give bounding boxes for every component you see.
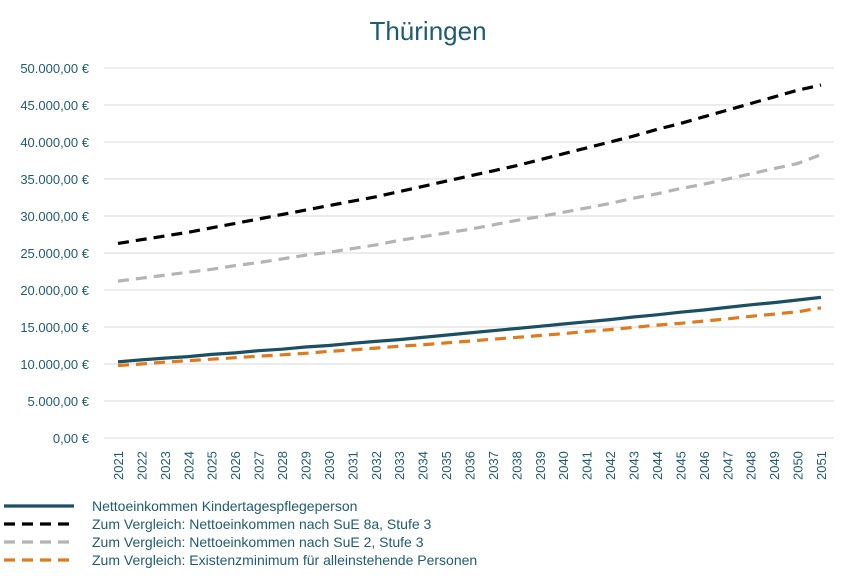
x-tick-label: 2029 xyxy=(298,451,313,480)
legend: Nettoeinkommen Kindertagespflegeperson Zu… xyxy=(4,498,477,568)
x-tick-label: 2051 xyxy=(814,451,829,480)
x-tick-label: 2038 xyxy=(509,451,524,480)
legend-item: Zum Vergleich: Existenzminimum für allei… xyxy=(4,552,477,568)
x-tick-label: 2040 xyxy=(556,451,571,480)
x-tick-label: 2046 xyxy=(697,451,712,480)
x-tick-label: 2027 xyxy=(252,451,267,480)
y-tick-label: 25.000,00 € xyxy=(20,246,89,261)
y-tick-label: 5.000,00 € xyxy=(28,394,90,409)
x-tick-label: 2045 xyxy=(673,451,688,480)
x-tick-label: 2034 xyxy=(416,451,431,480)
x-tick-label: 2028 xyxy=(275,451,290,480)
x-tick-label: 2022 xyxy=(134,451,149,480)
x-tick-label: 2032 xyxy=(369,451,384,480)
y-axis-ticks: 0,00 € 5.000,00 € 10.000,00 € 15.000,00 € 20… xyxy=(20,61,89,446)
x-tick-label: 2026 xyxy=(228,451,243,480)
x-tick-label: 2025 xyxy=(205,451,220,480)
x-tick-label: 2047 xyxy=(720,451,735,480)
legend-label: Zum Vergleich: Existenzminimum für allei… xyxy=(92,552,477,568)
x-axis-ticks: 2021 2022 2023 2024 2025 2026 2027 2028 2029 2030… xyxy=(111,451,829,480)
y-tick-label: 10.000,00 € xyxy=(20,357,89,372)
legend-item: Nettoeinkommen Kindertagespflegeperson xyxy=(4,498,357,514)
y-tick-label: 40.000,00 € xyxy=(20,135,89,150)
y-tick-label: 20.000,00 € xyxy=(20,283,89,298)
x-tick-label: 2033 xyxy=(392,451,407,480)
x-tick-label: 2048 xyxy=(744,451,759,480)
y-tick-label: 30.000,00 € xyxy=(20,209,89,224)
x-tick-label: 2021 xyxy=(111,451,126,480)
y-tick-label: 45.000,00 € xyxy=(20,98,89,113)
gridlines xyxy=(104,67,834,439)
x-tick-label: 2031 xyxy=(345,451,360,480)
x-tick-label: 2023 xyxy=(158,451,173,480)
y-tick-label: 15.000,00 € xyxy=(20,320,89,335)
x-tick-label: 2049 xyxy=(767,451,782,480)
x-tick-label: 2050 xyxy=(791,451,806,480)
x-tick-label: 2036 xyxy=(463,451,478,480)
x-tick-label: 2041 xyxy=(580,451,595,480)
y-tick-label: 35.000,00 € xyxy=(20,172,89,187)
x-tick-label: 2043 xyxy=(627,451,642,480)
x-tick-label: 2037 xyxy=(486,451,501,480)
series-line-1 xyxy=(117,295,822,364)
x-tick-label: 2024 xyxy=(181,451,196,480)
series-lines xyxy=(117,83,822,368)
series-line-4 xyxy=(117,306,822,368)
x-tick-label: 2044 xyxy=(650,451,665,480)
legend-label: Zum Vergleich: Nettoeinkommen nach SuE 2… xyxy=(92,534,424,550)
y-tick-label: 0,00 € xyxy=(53,431,90,446)
x-tick-label: 2030 xyxy=(322,451,337,480)
chart-title: Thüringen xyxy=(369,16,486,46)
x-tick-label: 2042 xyxy=(603,451,618,480)
y-tick-label: 50.000,00 € xyxy=(20,61,89,76)
legend-item: Zum Vergleich: Nettoeinkommen nach SuE 8… xyxy=(4,516,432,532)
legend-item: Zum Vergleich: Nettoeinkommen nach SuE 2… xyxy=(4,534,424,550)
x-tick-label: 2039 xyxy=(533,451,548,480)
series-line-2 xyxy=(117,83,822,245)
legend-label: Nettoeinkommen Kindertagespflegeperson xyxy=(92,498,357,514)
series-line-3 xyxy=(117,153,822,283)
legend-label: Zum Vergleich: Nettoeinkommen nach SuE 8… xyxy=(92,516,432,532)
x-tick-label: 2035 xyxy=(439,451,454,480)
